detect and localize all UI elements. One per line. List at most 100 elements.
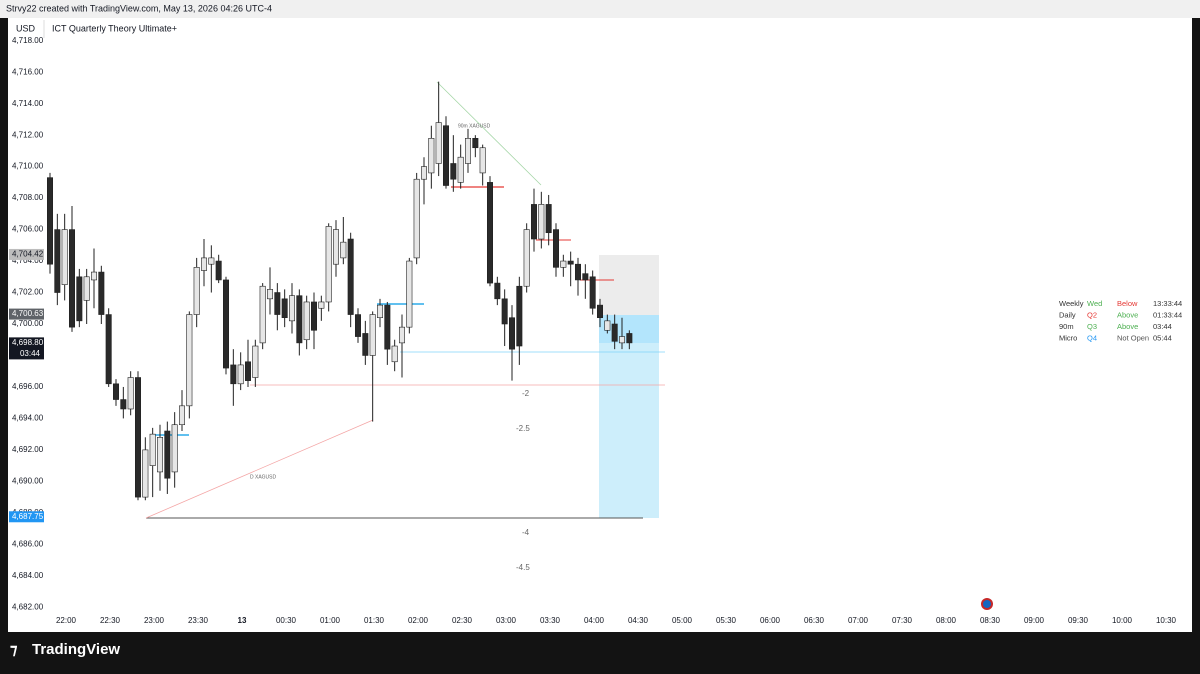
candle-body bbox=[398, 326, 405, 344]
table-cell: 05:44 bbox=[1153, 333, 1172, 342]
table-cell: 13:33:44 bbox=[1153, 299, 1182, 308]
candle-body bbox=[318, 301, 325, 309]
x-tick-label: 23:30 bbox=[188, 616, 209, 625]
price-tag-label: 4,687.75 bbox=[12, 512, 44, 521]
y-tick-label: 4,712.00 bbox=[12, 130, 44, 139]
table-cell: 01:33:44 bbox=[1153, 310, 1182, 319]
caption-bar bbox=[0, 0, 1200, 18]
candle-body bbox=[582, 273, 589, 281]
table-cell: Q3 bbox=[1087, 322, 1097, 331]
x-tick-label: 00:30 bbox=[276, 616, 297, 625]
table-cell: Weekly bbox=[1059, 299, 1084, 308]
x-tick-label: 07:30 bbox=[892, 616, 913, 625]
table-cell: Q2 bbox=[1087, 310, 1097, 319]
table-cell: Q4 bbox=[1087, 333, 1097, 342]
x-tick-label: 09:30 bbox=[1068, 616, 1089, 625]
x-tick-label: 03:00 bbox=[496, 616, 517, 625]
y-tick-label: 4,696.00 bbox=[12, 382, 44, 391]
brand: TradingView bbox=[32, 641, 120, 658]
candle-body bbox=[288, 295, 295, 322]
candle-body bbox=[391, 345, 398, 363]
table-cell: Not Open bbox=[1117, 333, 1149, 342]
y-tick-label: 4,714.00 bbox=[12, 99, 44, 108]
x-tick-label: 05:00 bbox=[672, 616, 693, 625]
x-tick-label: 23:00 bbox=[144, 616, 165, 625]
candle-body bbox=[113, 383, 120, 400]
x-tick-label: 04:30 bbox=[628, 616, 649, 625]
annotation: -2.5 bbox=[516, 424, 530, 433]
candle-body bbox=[464, 138, 471, 164]
x-tick-label: 22:00 bbox=[56, 616, 77, 625]
candle-body bbox=[223, 279, 230, 369]
candle-body bbox=[164, 430, 171, 479]
candle-body bbox=[296, 295, 303, 344]
price-tag bbox=[9, 308, 44, 320]
x-tick-label: 09:00 bbox=[1024, 616, 1045, 625]
candle-body bbox=[626, 333, 633, 344]
candle-body bbox=[281, 298, 288, 319]
candle-body bbox=[530, 204, 537, 240]
caption: Strvy22 created with TradingView.com, Ma… bbox=[6, 3, 272, 13]
table-cell: Below bbox=[1117, 299, 1138, 308]
candle-body bbox=[406, 260, 413, 328]
candle-body bbox=[508, 317, 515, 350]
price-tag-label: 4,700.63 bbox=[12, 309, 44, 318]
candle-body bbox=[215, 260, 222, 281]
candle-body bbox=[472, 138, 479, 149]
candle-body bbox=[538, 204, 545, 240]
x-tick-label: 07:00 bbox=[848, 616, 869, 625]
candle-body bbox=[252, 345, 259, 378]
candle-body bbox=[54, 229, 61, 293]
candle-body bbox=[479, 147, 486, 174]
price-tag-label: 4,698.80 bbox=[12, 338, 44, 347]
candle-body bbox=[384, 304, 391, 350]
candle-body bbox=[76, 276, 83, 322]
annotation: -4.5 bbox=[516, 563, 530, 572]
candle-body bbox=[376, 304, 383, 319]
candle-body bbox=[171, 424, 178, 473]
candle-body bbox=[98, 271, 105, 315]
x-tick-label: 01:00 bbox=[320, 616, 341, 625]
trend-line bbox=[145, 419, 374, 519]
y-tick-label: 4,706.00 bbox=[12, 225, 44, 234]
x-tick-label: 08:30 bbox=[980, 616, 1001, 625]
candle-body bbox=[604, 320, 611, 331]
candle-body bbox=[157, 437, 164, 473]
x-tick-label: 06:30 bbox=[804, 616, 825, 625]
table-cell: Daily bbox=[1059, 310, 1076, 319]
y-tick-label: 4,702.00 bbox=[12, 288, 44, 297]
y-tick-label: 4,686.00 bbox=[12, 539, 44, 548]
candle-body bbox=[303, 301, 310, 341]
candle-body bbox=[135, 377, 142, 498]
candle-body bbox=[259, 285, 266, 344]
candle-body bbox=[369, 314, 376, 356]
x-tick-label: 10:30 bbox=[1156, 616, 1177, 625]
candle-body bbox=[596, 304, 603, 319]
candle-body bbox=[69, 229, 76, 328]
candle-body bbox=[193, 267, 200, 315]
x-tick-label: 08:00 bbox=[936, 616, 957, 625]
table-cell: Above bbox=[1117, 322, 1138, 331]
x-tick-label: 13 bbox=[238, 616, 247, 625]
trend-line bbox=[436, 81, 542, 186]
candle-body bbox=[347, 238, 354, 315]
y-tick-label: 4,704.00 bbox=[12, 256, 44, 265]
footer-bar bbox=[0, 632, 1200, 669]
candle-body bbox=[237, 364, 244, 385]
candle-body bbox=[325, 226, 332, 303]
candle-body bbox=[186, 314, 193, 407]
candle-body bbox=[362, 333, 369, 356]
status-table: Weekly Wed Below 13:33:44 Daily Q2 Above 01:33:… bbox=[1059, 299, 1182, 343]
table-cell: Above bbox=[1117, 310, 1138, 319]
candle-body bbox=[523, 229, 530, 287]
candle-body bbox=[516, 285, 523, 347]
countdown: 03:44 bbox=[20, 349, 41, 358]
price-tag bbox=[9, 511, 44, 523]
logo-mark: ⁊ bbox=[10, 641, 18, 658]
table-cell: Wed bbox=[1087, 299, 1102, 308]
candle-body bbox=[105, 314, 112, 385]
candle-body bbox=[127, 377, 134, 410]
x-tick-label: 03:30 bbox=[540, 616, 561, 625]
